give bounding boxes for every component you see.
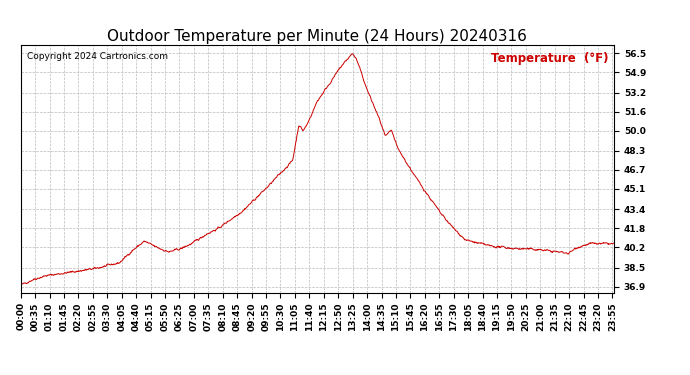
Text: Copyright 2024 Cartronics.com: Copyright 2024 Cartronics.com — [27, 53, 168, 62]
Title: Outdoor Temperature per Minute (24 Hours) 20240316: Outdoor Temperature per Minute (24 Hours… — [108, 29, 527, 44]
Text: Temperature  (°F): Temperature (°F) — [491, 53, 608, 65]
